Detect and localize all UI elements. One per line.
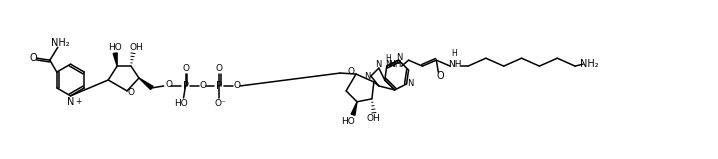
Text: O: O: [165, 80, 172, 90]
Text: H: H: [452, 49, 457, 58]
Text: HO: HO: [174, 99, 187, 108]
Text: NH₂: NH₂: [52, 38, 70, 48]
Text: N: N: [396, 53, 403, 62]
Text: OH: OH: [367, 114, 381, 123]
Text: O: O: [437, 71, 444, 81]
Polygon shape: [113, 53, 117, 66]
Text: N: N: [375, 60, 381, 69]
Text: +: +: [75, 97, 81, 106]
Text: O: O: [233, 81, 241, 90]
Text: O: O: [215, 64, 223, 73]
Text: P: P: [216, 81, 223, 91]
Text: O⁻: O⁻: [215, 99, 226, 108]
Text: O: O: [128, 88, 134, 97]
Polygon shape: [139, 78, 153, 90]
Text: O: O: [200, 81, 207, 90]
Text: HO: HO: [108, 43, 122, 52]
Text: OH: OH: [129, 43, 143, 52]
Text: NH: NH: [388, 60, 401, 69]
Text: O: O: [29, 53, 37, 63]
Text: N: N: [386, 60, 392, 69]
Text: H: H: [385, 54, 391, 63]
Text: N: N: [407, 80, 414, 88]
Polygon shape: [351, 102, 357, 115]
Text: N: N: [67, 97, 74, 107]
Text: NH: NH: [449, 60, 462, 69]
Text: N: N: [364, 72, 370, 80]
Text: HO: HO: [341, 117, 355, 126]
Text: NH₂: NH₂: [579, 59, 598, 69]
Text: P: P: [182, 81, 189, 91]
Text: O: O: [348, 67, 355, 76]
Text: O: O: [182, 64, 189, 73]
